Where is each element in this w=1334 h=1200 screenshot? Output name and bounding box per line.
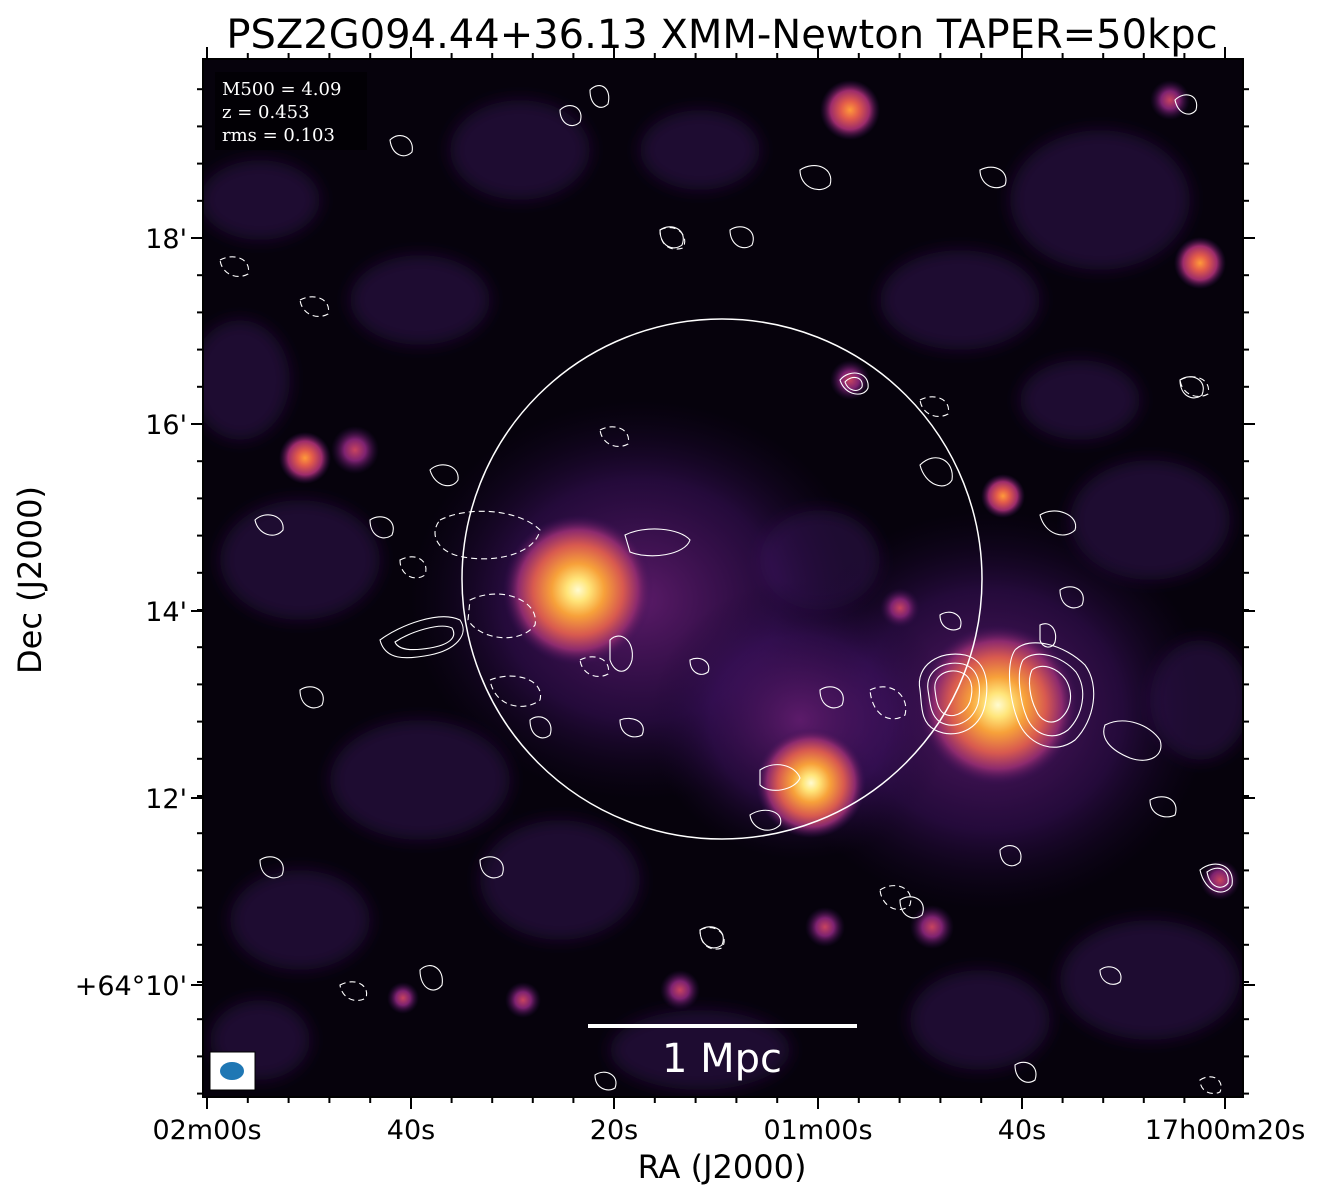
axis-ticks [191, 47, 1255, 1109]
y-tick-label: 14' [145, 597, 187, 628]
source-bright-2 [756, 728, 866, 838]
diffuse-patch [1060, 920, 1240, 1040]
diffuse-patch [880, 250, 1040, 350]
info-m500: M500 = 4.09 [222, 79, 341, 100]
beam-ellipse [220, 1062, 244, 1080]
x-tick-label: 17h00m20s [1145, 1115, 1306, 1146]
diffuse-patch [1020, 360, 1140, 440]
y-tick-label: +64°10' [75, 971, 187, 1002]
diffuse-patch [220, 500, 380, 620]
source-bright-3 [918, 625, 1078, 785]
info-z: z = 0.453 [222, 102, 310, 123]
diffuse-patch [230, 870, 370, 970]
x-tick-labels: 02m00s 40s 20s 01m00s 40s 17h00m20s [152, 1115, 1305, 1146]
x-tick-label: 40s [998, 1115, 1046, 1146]
info-rms: rms = 0.103 [222, 125, 335, 146]
x-tick-label: 20s [590, 1115, 638, 1146]
y-tick-labels: 18' 16' 14' 12' +64°10' [75, 224, 187, 1002]
diffuse-patch [450, 100, 590, 200]
diffuse-patch [350, 255, 490, 345]
info-box [215, 72, 367, 150]
y-tick-label: 18' [145, 224, 187, 255]
y-axis-label: Dec (J2000) [11, 486, 49, 674]
diffuse-patch [203, 320, 290, 440]
radio-contours [254, 85, 1233, 1091]
x-axis-label: RA (J2000) [638, 1148, 807, 1186]
diffuse-patch [640, 110, 760, 190]
y-tick-label: 12' [145, 784, 187, 815]
source-bright-1 [503, 515, 653, 665]
diffuse-patch [1010, 130, 1190, 270]
diffuse-patch [203, 160, 320, 240]
diffuse-patch [480, 820, 640, 940]
y-tick-label: 16' [145, 410, 187, 441]
r500-circle [461, 318, 983, 840]
sky-image: M500 = 4.09 z = 0.453 rms = 0.103 1 Mpc [203, 59, 1243, 1097]
x-tick-label: 40s [387, 1115, 435, 1146]
diffuse-patch [910, 970, 1050, 1070]
plot-frame [202, 58, 1244, 1098]
diffuse-patch [610, 1010, 790, 1090]
x-tick-label: 02m00s [152, 1115, 261, 1146]
x-tick-label: 01m00s [763, 1115, 872, 1146]
scale-bar-label: 1 Mpc [662, 1036, 782, 1082]
diffuse-patch [330, 720, 510, 840]
negative-contours [219, 227, 1222, 1095]
plot-title: PSZ2G094.44+36.13 XMM-Newton TAPER=50kpc [226, 12, 1217, 58]
